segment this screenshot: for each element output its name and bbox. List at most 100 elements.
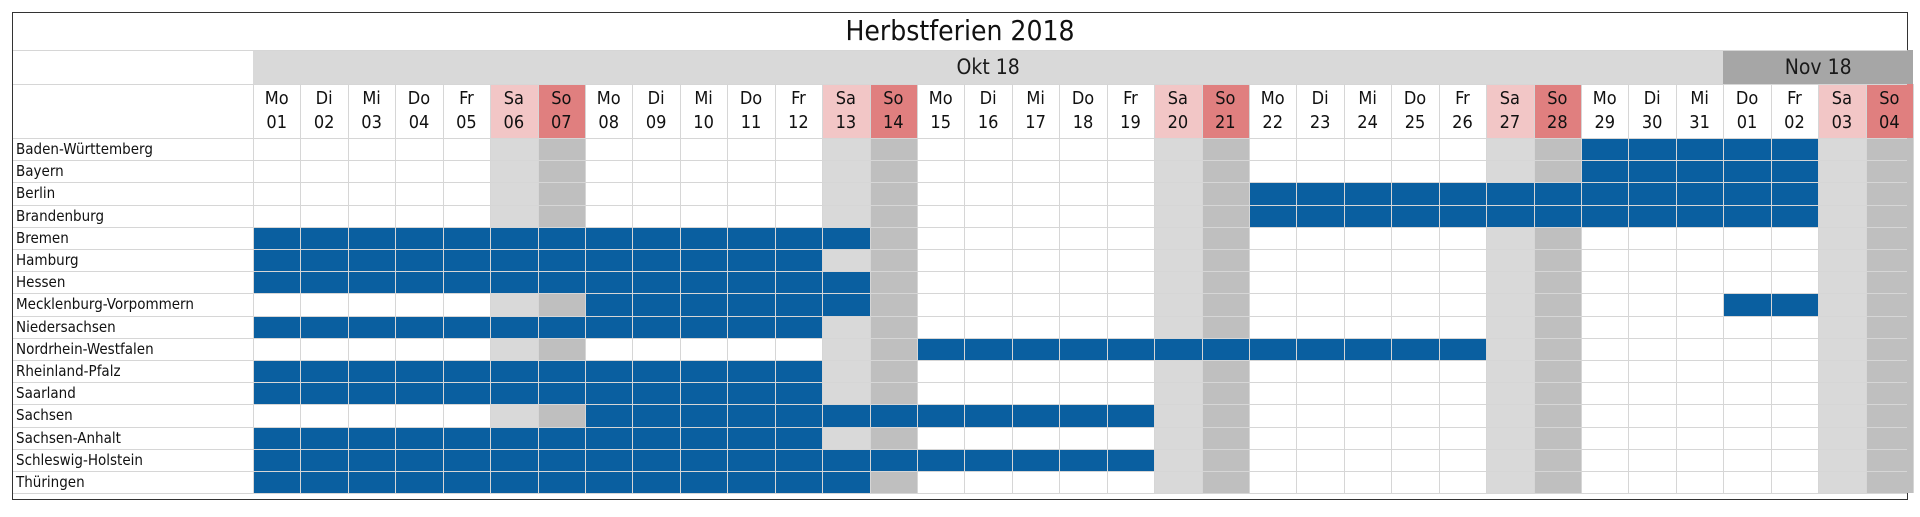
state-label: Niedersachsen [16, 317, 116, 336]
grid-line [13, 493, 1907, 494]
state-label: Thüringen [16, 473, 85, 491]
grid-line [13, 205, 1907, 206]
weekend-column [1154, 138, 1202, 494]
weekday-label: Di [1643, 88, 1661, 109]
state-label: Hamburg [16, 251, 79, 269]
grid-line [348, 84, 349, 494]
grid-line [13, 271, 1907, 272]
grid-line [1676, 84, 1677, 494]
day-number: 24 [1357, 112, 1378, 133]
weekday-label: Do [1403, 88, 1427, 109]
grid-line [1486, 84, 1487, 494]
day-number: 14 [882, 112, 904, 133]
weekend-header-bg [822, 84, 870, 138]
grid-line [13, 316, 1907, 317]
weekday-label: Di [979, 88, 997, 109]
weekday-label: Fr [1787, 88, 1802, 109]
holiday-bar [253, 271, 870, 294]
state-label: Baden-Württemberg [16, 140, 153, 158]
day-number: 27 [1499, 112, 1521, 133]
weekend-header-bg [1201, 84, 1250, 138]
grid-line [1913, 84, 1914, 494]
state-label: Bayern [16, 162, 64, 181]
weekday-label: Do [739, 88, 763, 109]
grid-line [13, 404, 1907, 405]
weekday-label: So [551, 88, 572, 109]
holiday-bar [1581, 160, 1819, 183]
day-number: 20 [1167, 112, 1189, 133]
weekday-label: Sa [1167, 88, 1188, 109]
state-label: Brandenburg [16, 206, 105, 225]
weekday-label: Fr [459, 88, 474, 109]
grid-line [1012, 84, 1013, 494]
weekday-label: Mo [596, 88, 621, 109]
weekday-label: So [1547, 88, 1568, 109]
day-number: 05 [456, 112, 477, 133]
grid-line [1534, 84, 1535, 494]
grid-line [13, 249, 1907, 250]
day-number: 30 [1641, 112, 1663, 133]
day-number: 28 [1547, 112, 1568, 133]
weekday-label: Fr [1123, 88, 1138, 109]
day-number: 25 [1404, 112, 1426, 133]
weekend-header-bg [869, 84, 917, 138]
grid-line [1771, 84, 1772, 494]
grid-line [13, 227, 1907, 228]
state-label: Nordrhein-Westfalen [16, 339, 154, 358]
weekday-label: Mi [1358, 88, 1377, 109]
grid-line [680, 84, 681, 494]
grid-line [538, 84, 539, 494]
weekday-label: Do [1735, 88, 1759, 109]
weekday-label: So [883, 88, 904, 109]
day-number: 19 [1120, 112, 1141, 133]
state-label: Berlin [16, 184, 56, 203]
grid-line [443, 84, 444, 494]
chart-title: Herbstferien 2018 [845, 14, 1075, 47]
state-label: Sachsen-Anhalt [16, 428, 121, 447]
state-label: Bremen [16, 228, 69, 247]
grid-line [13, 84, 1907, 85]
holiday-bar [253, 471, 870, 494]
grid-line [13, 293, 1907, 294]
weekday-label: Mo [928, 88, 953, 109]
weekday-label: Sa [835, 88, 856, 109]
day-number: 29 [1594, 112, 1616, 133]
grid-line [13, 471, 1907, 472]
holiday-bar [253, 226, 870, 249]
grid-line [822, 84, 823, 494]
day-number: 13 [835, 112, 857, 133]
day-number: 12 [788, 112, 809, 133]
day-number: 02 [1784, 112, 1805, 133]
day-number: 02 [313, 112, 335, 133]
weekday-label: Mo [1592, 88, 1617, 109]
grid-line [1439, 84, 1440, 494]
weekend-column [1818, 138, 1866, 494]
grid-line [1154, 84, 1155, 494]
weekday-label: Mi [1690, 88, 1709, 109]
weekend-header-bg [537, 84, 585, 138]
grid-line [490, 84, 491, 494]
state-label: Mecklenburg-Vorpommern [16, 295, 194, 314]
weekday-label: Sa [503, 88, 524, 109]
grid-line [13, 160, 1907, 161]
weekend-header-bg [1486, 84, 1534, 138]
day-number: 10 [693, 112, 714, 133]
day-number: 06 [503, 112, 525, 133]
day-number: 18 [1072, 112, 1094, 133]
weekday-label: So [1215, 88, 1236, 109]
day-number: 04 [1879, 112, 1900, 133]
weekend-header-bg [490, 84, 538, 138]
weekday-label: Di [647, 88, 665, 109]
grid-line [1059, 84, 1060, 494]
day-number: 08 [598, 112, 620, 133]
grid-line [1249, 84, 1250, 494]
day-number: 04 [408, 112, 430, 133]
day-number: 16 [977, 112, 999, 133]
grid-line [13, 427, 1907, 428]
grid-line [1391, 84, 1392, 494]
holiday-bar [1581, 138, 1819, 161]
weekend-header-bg [1154, 84, 1202, 138]
day-number: 03 [1831, 112, 1853, 133]
grid-line [870, 84, 871, 494]
grid-line [13, 360, 1907, 361]
